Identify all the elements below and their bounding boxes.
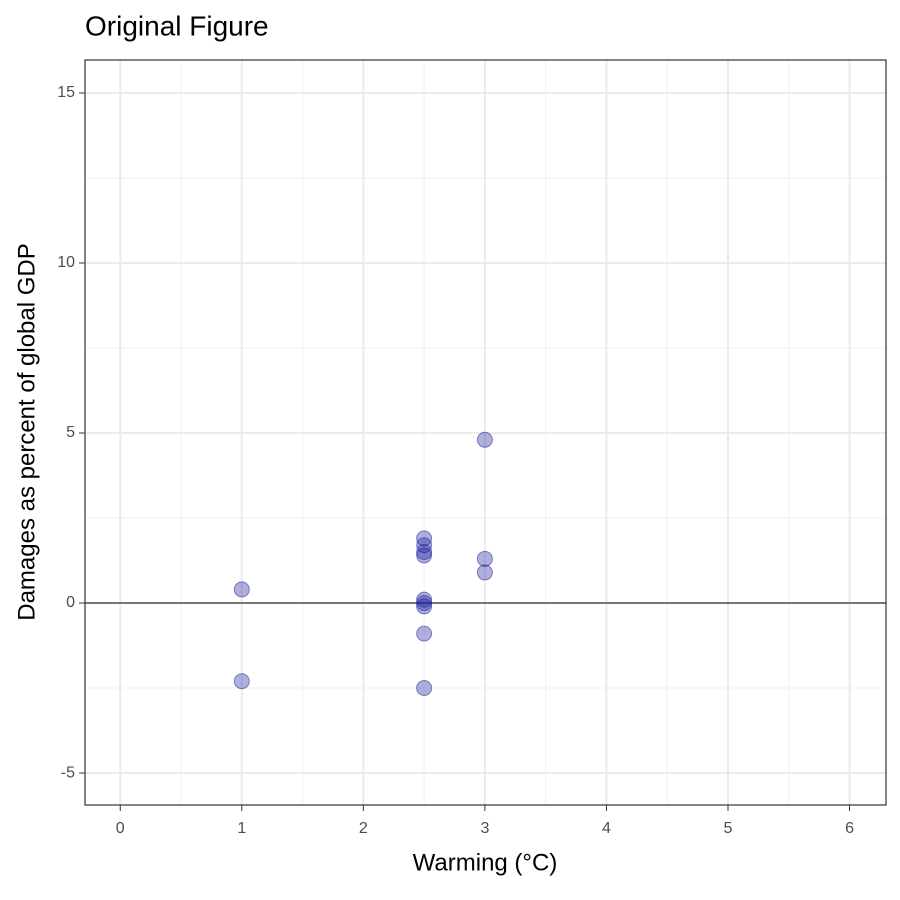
point [476,550,493,567]
x-tick-label: 5 [724,820,733,837]
point [416,595,433,612]
x-axis-title: Warming (°C) [413,849,558,876]
plot-border [84,59,887,806]
y-tick-label: 0 [66,594,75,611]
point [233,673,250,690]
x-tick-label: 2 [359,820,368,837]
point [416,591,433,608]
point [416,625,433,642]
point [416,530,433,547]
x-tick-label: 6 [845,820,854,837]
x-tick-label: 1 [237,820,246,837]
point [476,564,493,581]
y-tick-label: 15 [57,84,75,101]
point [233,581,250,598]
x-tick-label: 3 [480,820,489,837]
x-tick-label: 4 [602,820,611,837]
point [416,544,433,561]
y-tick-label: 10 [57,254,75,271]
point [416,598,433,615]
chart-title: Original Figure [85,10,269,41]
point [416,547,433,564]
x-tick-label: 0 [116,820,125,837]
y-tick-label: 5 [66,424,75,441]
point [416,680,433,697]
point [476,431,493,448]
y-axis-title: Damages as percent of global GDP [13,243,40,621]
y-tick-label: -5 [61,764,75,781]
